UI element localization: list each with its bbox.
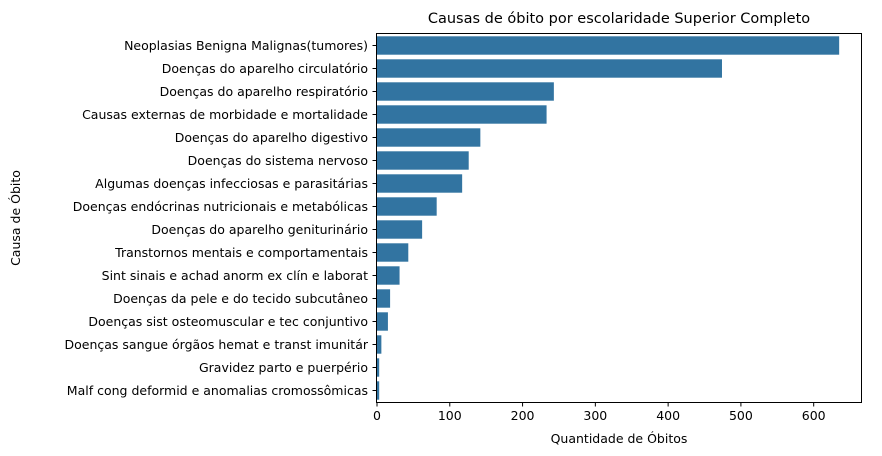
bar [377,36,840,55]
bar [377,151,469,170]
y-tick-label: Doenças do sistema nervoso [188,153,368,168]
bar [377,128,481,147]
bar [377,335,382,354]
y-tick-label: Sint sinais e achad anorm ex clín e labo… [102,268,368,283]
bar [377,174,463,193]
y-tick-label: Doenças da pele e do tecido subcutâneo [113,291,368,306]
bars-group [377,36,840,400]
x-axis-ticks: 0 100 200 300 400 500 600 [373,402,826,423]
y-tick-label: Doenças sangue órgãos hemat e transt imu… [65,337,369,352]
x-tick-label: 500 [729,408,753,423]
bar [377,82,554,101]
y-tick-label: Doenças do aparelho respiratório [160,84,368,99]
y-axis-label: Causa de Óbito [8,170,23,266]
y-tick-label: Doenças do aparelho digestivo [175,130,368,145]
x-tick-label: 100 [438,408,462,423]
y-tick-label: Doenças sist osteomuscular e tec conjunt… [88,314,368,329]
y-tick-label: Doenças endócrinas nutricionais e metabó… [73,199,368,214]
x-tick-label: 200 [511,408,535,423]
bar [377,220,423,239]
y-axis-ticks: Neoplasias Benigna Malignas(tumores) Doen… [65,38,377,398]
y-tick-label: Doenças do aparelho circulatório [162,61,368,76]
y-tick-label: Transtornos mentais e comportamentais [114,245,368,260]
chart-title: Causas de óbito por escolaridade Superio… [428,11,810,27]
y-tick-label: Algumas doenças infecciosas e parasitári… [95,176,368,191]
y-tick-label: Gravidez parto e puerpério [199,360,368,375]
y-tick-label: Doenças do aparelho geniturinário [151,222,368,237]
bar [377,266,400,285]
bar [377,105,547,124]
x-axis-label: Quantidade de Óbitos [551,431,688,446]
bar [377,59,722,78]
bar [377,358,380,377]
plot-frame [376,33,862,403]
x-tick-label: 400 [656,408,680,423]
bar [377,197,437,216]
bar [377,312,388,331]
y-tick-label: Neoplasias Benigna Malignas(tumores) [124,38,368,53]
y-tick-label: Causas externas de morbidade e mortalida… [82,107,368,122]
y-tick-label: Malf cong deformid e anomalias cromossôm… [67,383,368,398]
bar [377,243,409,262]
bar [377,289,391,308]
x-tick-label: 600 [802,408,826,423]
x-tick-label: 300 [583,408,607,423]
x-tick-label: 0 [373,408,381,423]
bar [377,381,380,400]
